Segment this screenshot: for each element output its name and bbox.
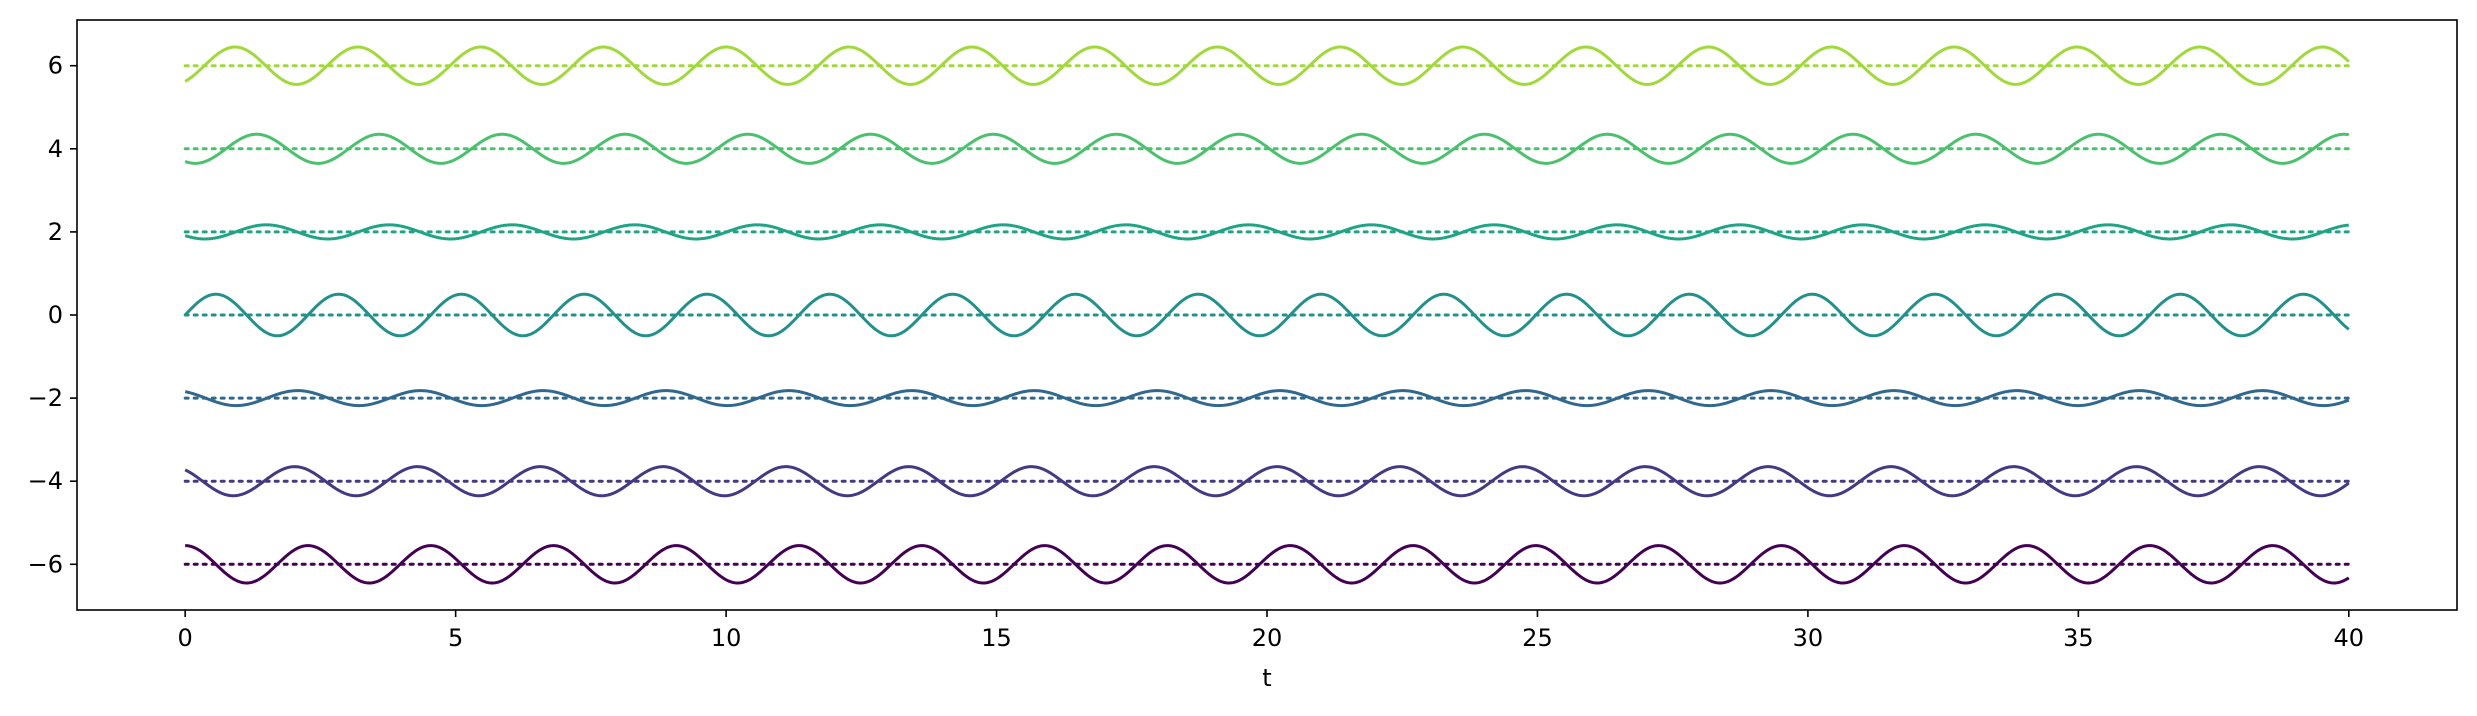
x-tick-label: 35: [2063, 624, 2094, 652]
x-axis-ticks: 0 5 10 15 20 25 30 35 40: [178, 610, 2365, 652]
x-tick-label: 15: [981, 624, 1012, 652]
x-tick-label: 10: [711, 624, 742, 652]
y-tick-label: 6: [48, 52, 63, 80]
y-tick-label: 2: [48, 218, 63, 246]
series-2-line: [184, 389, 2350, 408]
y-axis-ticks: −6 −4 −2 0 2 4 6: [28, 52, 77, 578]
series-0-line: [185, 544, 2350, 585]
x-tick-label: 0: [178, 624, 193, 652]
series-4-line: [184, 223, 2349, 241]
series-3-line: [184, 292, 2350, 338]
y-tick-label: −2: [28, 384, 63, 412]
x-tick-label: 30: [1793, 624, 1824, 652]
x-tick-label: 5: [448, 624, 463, 652]
series-5-line: [184, 132, 2350, 165]
x-tick-label: 40: [2334, 624, 2365, 652]
y-tick-label: −6: [28, 550, 63, 578]
x-tick-label: 25: [1522, 624, 1553, 652]
y-tick-label: −4: [28, 467, 63, 495]
y-tick-label: 4: [48, 135, 63, 163]
series-1-line: [184, 465, 2350, 498]
series-layer: [183, 45, 2351, 585]
x-tick-label: 20: [1252, 624, 1283, 652]
x-axis-label: t: [1262, 664, 1271, 692]
series-6-line: [184, 45, 2350, 86]
y-tick-label: 0: [48, 301, 63, 329]
